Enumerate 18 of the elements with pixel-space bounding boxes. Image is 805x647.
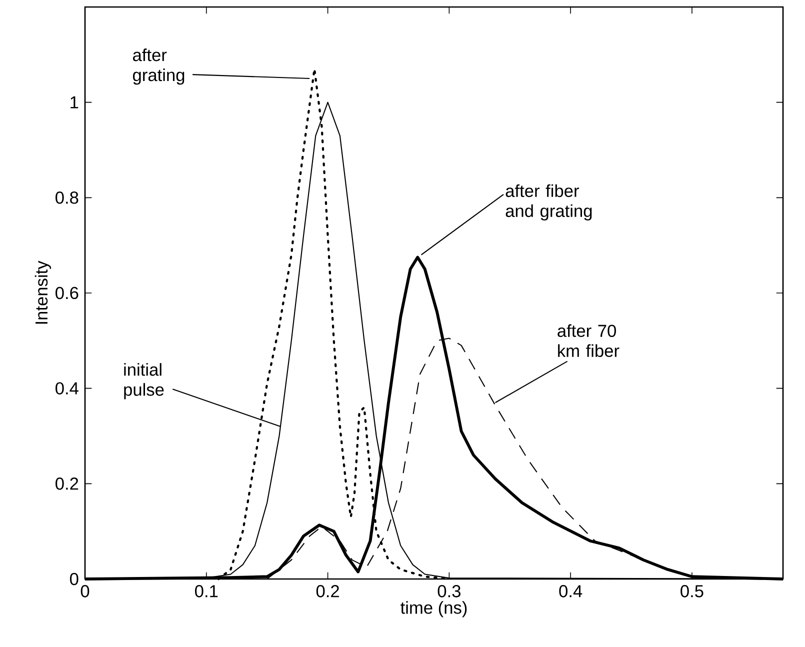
annotation: initial pulse xyxy=(124,363,164,400)
y-tick-label: 0.8 xyxy=(56,192,78,204)
annotation: after fiber and grating xyxy=(506,184,592,221)
y-tick-label: 0.4 xyxy=(56,382,78,394)
x-axis-title: time (ns) xyxy=(400,601,467,618)
y-tick-label: 0.2 xyxy=(56,478,78,490)
annotation: after grating xyxy=(133,48,184,85)
y-tick-label: 0.6 xyxy=(56,286,78,300)
x-tick-label: 0.1 xyxy=(195,585,218,598)
x-tick-label: 0.2 xyxy=(316,585,339,598)
annotation: after 70 km fiber xyxy=(558,324,620,358)
y-axis-title: Intensity xyxy=(34,260,52,324)
x-tick-label: 0.4 xyxy=(559,585,582,598)
y-tick-label: 1 xyxy=(70,96,78,108)
x-tick-label: 0 xyxy=(80,585,90,598)
x-tick-label: 0.5 xyxy=(680,585,704,598)
x-tick-label: 0.3 xyxy=(438,585,460,598)
y-tick-label: 0 xyxy=(70,572,78,586)
